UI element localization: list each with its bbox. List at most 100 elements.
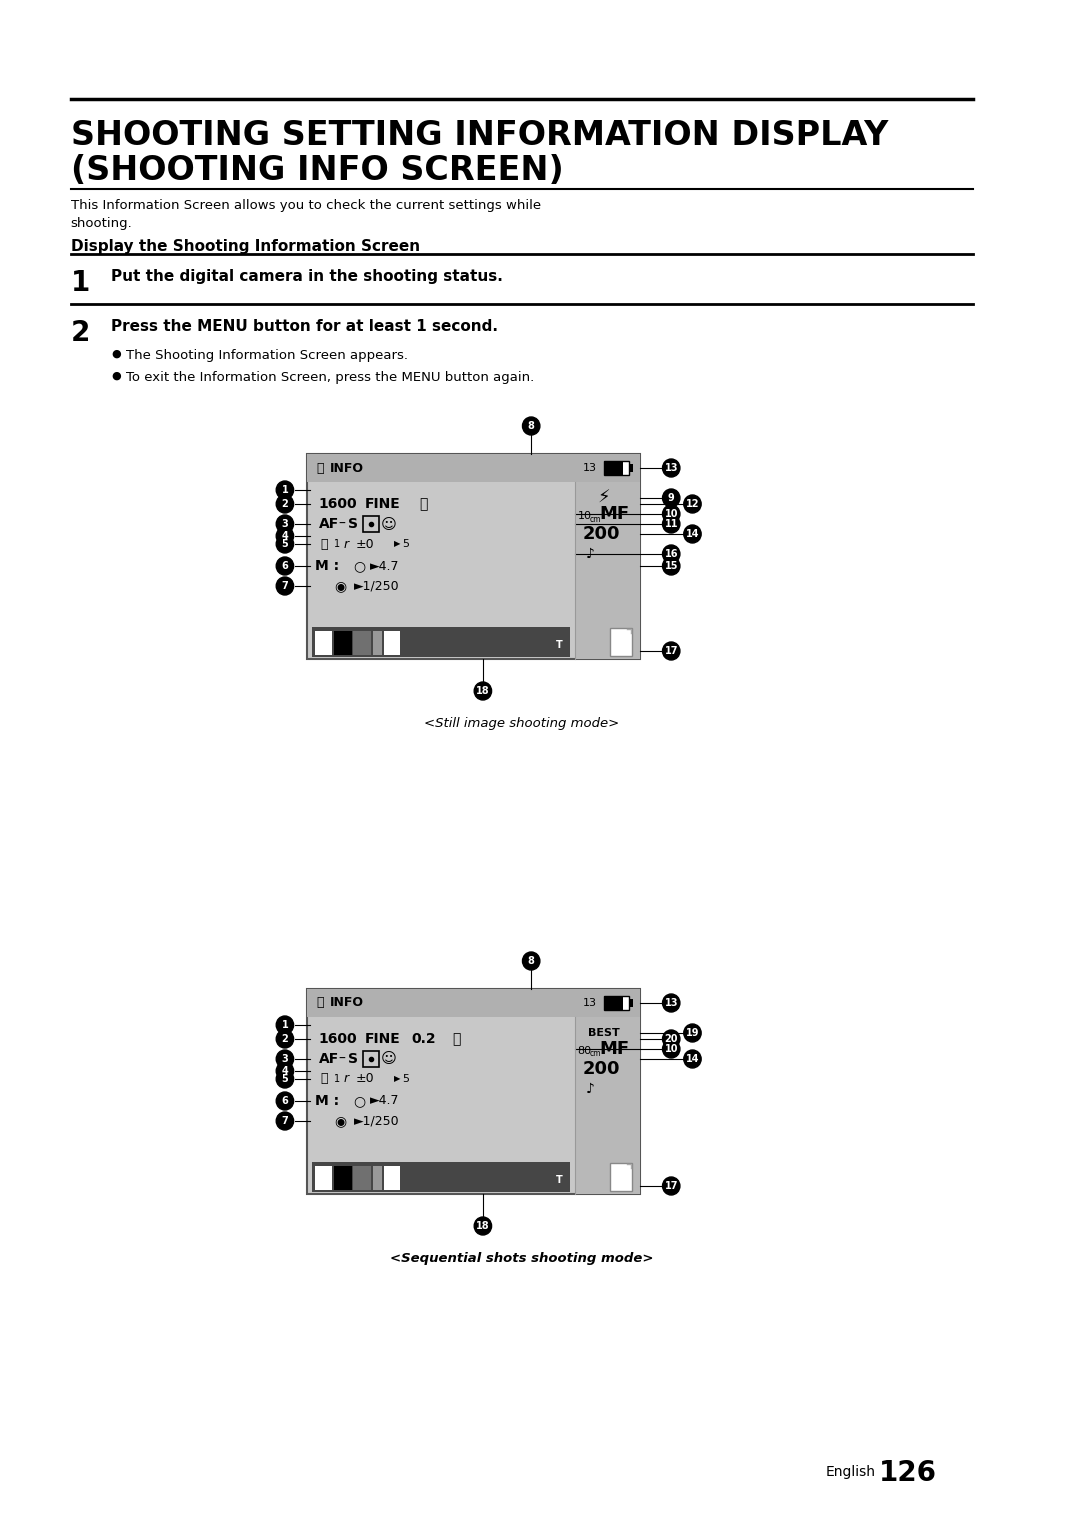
- Text: BEST: BEST: [588, 1027, 620, 1038]
- Bar: [353, 1167, 370, 1190]
- Circle shape: [523, 417, 540, 434]
- Circle shape: [474, 1217, 491, 1235]
- Text: 2: 2: [70, 320, 90, 347]
- Circle shape: [684, 495, 701, 514]
- Text: ±0: ±0: [355, 538, 374, 550]
- Text: AF: AF: [319, 1052, 339, 1066]
- Text: 8: 8: [528, 956, 535, 966]
- Bar: [315, 631, 333, 654]
- Circle shape: [662, 1040, 680, 1058]
- Text: T: T: [556, 641, 563, 650]
- Circle shape: [276, 557, 294, 575]
- Circle shape: [684, 1050, 701, 1067]
- Circle shape: [523, 953, 540, 969]
- Circle shape: [276, 495, 294, 514]
- Circle shape: [662, 1031, 680, 1047]
- Circle shape: [662, 1177, 680, 1196]
- FancyBboxPatch shape: [610, 628, 632, 656]
- Circle shape: [276, 515, 294, 534]
- Bar: [373, 1167, 382, 1190]
- Text: 7: 7: [282, 581, 288, 592]
- Text: ⌚: ⌚: [321, 538, 328, 550]
- Text: ▶: ▶: [394, 1075, 401, 1084]
- Text: FINE: FINE: [365, 1032, 401, 1046]
- Text: 9: 9: [667, 492, 675, 503]
- Text: –: –: [338, 517, 345, 531]
- Circle shape: [662, 994, 680, 1012]
- Text: ⌚: ⌚: [321, 1072, 328, 1086]
- Circle shape: [276, 1015, 294, 1034]
- Bar: [629, 463, 633, 472]
- Text: 14: 14: [686, 529, 699, 540]
- Text: 1: 1: [334, 540, 340, 549]
- Circle shape: [276, 1070, 294, 1089]
- Text: 13: 13: [582, 463, 596, 472]
- Bar: [334, 631, 352, 654]
- Text: 3: 3: [282, 518, 288, 529]
- Bar: [334, 1167, 352, 1190]
- Text: 126: 126: [879, 1459, 936, 1488]
- Text: INFO: INFO: [330, 462, 364, 474]
- Text: S: S: [348, 1052, 357, 1066]
- Bar: [604, 462, 623, 476]
- Text: 10: 10: [664, 1044, 678, 1053]
- Text: T: T: [556, 1174, 563, 1185]
- Text: ○: ○: [353, 560, 366, 573]
- Bar: [384, 631, 400, 654]
- Circle shape: [662, 489, 680, 508]
- Text: ►4.7: ►4.7: [369, 1095, 400, 1107]
- Text: M :: M :: [315, 560, 339, 573]
- Text: ▶: ▶: [394, 540, 401, 549]
- Text: ●: ●: [111, 372, 121, 381]
- Circle shape: [662, 642, 680, 661]
- Text: W: W: [315, 1174, 326, 1185]
- FancyBboxPatch shape: [307, 454, 640, 659]
- Text: 200: 200: [582, 1060, 620, 1078]
- Text: 3: 3: [282, 1053, 288, 1064]
- Text: 4: 4: [282, 1066, 288, 1076]
- Text: 1: 1: [282, 1020, 288, 1031]
- Text: 5: 5: [402, 1073, 408, 1084]
- Text: cm: cm: [589, 514, 600, 523]
- Text: <Sequential shots shooting mode>: <Sequential shots shooting mode>: [390, 1252, 653, 1264]
- Text: 5: 5: [282, 540, 288, 549]
- Text: –: –: [338, 1052, 345, 1066]
- Text: S: S: [348, 517, 357, 531]
- Text: 7: 7: [282, 1116, 288, 1125]
- Circle shape: [662, 515, 680, 534]
- Text: 18: 18: [476, 687, 489, 696]
- Text: Press the MENU button for at least 1 second.: Press the MENU button for at least 1 sec…: [111, 320, 498, 333]
- Bar: [604, 995, 623, 1011]
- Text: 14: 14: [686, 1053, 699, 1064]
- Text: 19: 19: [686, 1027, 699, 1038]
- Text: 12: 12: [686, 498, 699, 509]
- Text: ±0: ±0: [355, 1072, 374, 1086]
- Text: 6: 6: [282, 561, 288, 570]
- Circle shape: [276, 576, 294, 595]
- Text: ►4.7: ►4.7: [369, 560, 400, 572]
- Text: <Still image shooting mode>: <Still image shooting mode>: [423, 717, 619, 729]
- Circle shape: [662, 459, 680, 477]
- Circle shape: [662, 505, 680, 523]
- Text: 2: 2: [282, 498, 288, 509]
- Text: 200: 200: [582, 524, 620, 543]
- Bar: [604, 462, 629, 476]
- FancyBboxPatch shape: [307, 989, 640, 1194]
- Text: 5: 5: [282, 1073, 288, 1084]
- Circle shape: [276, 1092, 294, 1110]
- Text: 20: 20: [664, 1034, 678, 1044]
- Text: To exit the Information Screen, press the MENU button again.: To exit the Information Screen, press th…: [125, 372, 534, 384]
- Text: 15: 15: [664, 561, 678, 570]
- Text: ☺: ☺: [380, 1052, 396, 1067]
- Text: Display the Shooting Information Screen: Display the Shooting Information Screen: [70, 239, 420, 254]
- Bar: [315, 1167, 333, 1190]
- Text: 1600: 1600: [319, 1032, 357, 1046]
- Bar: [312, 627, 570, 657]
- Text: 1: 1: [334, 1073, 340, 1084]
- Circle shape: [276, 535, 294, 553]
- Circle shape: [276, 528, 294, 544]
- Text: SHOOTING SETTING INFORMATION DISPLAY: SHOOTING SETTING INFORMATION DISPLAY: [70, 119, 888, 151]
- Circle shape: [276, 1031, 294, 1047]
- Circle shape: [276, 1063, 294, 1079]
- Text: 13: 13: [664, 998, 678, 1008]
